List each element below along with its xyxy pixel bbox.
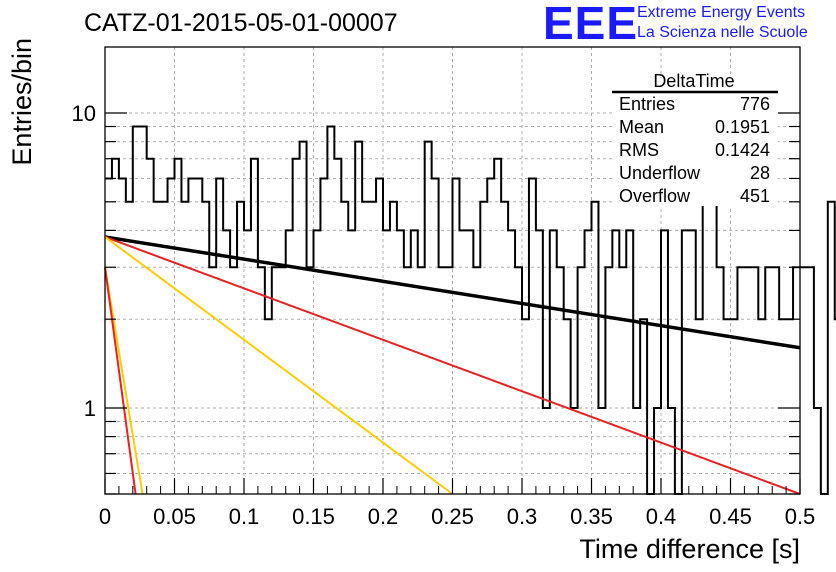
x-tick-label: 0.45 <box>709 504 752 529</box>
x-tick-label: 0.05 <box>153 504 196 529</box>
x-tick-label: 0.2 <box>368 504 399 529</box>
stat-label: Entries <box>619 94 675 114</box>
x-tick-label: 0.25 <box>431 504 474 529</box>
stats-rows: Entries 776 Mean 0.1951 RMS 0.1424 Underflow 28… <box>619 94 770 206</box>
x-tick-label: 0.35 <box>570 504 613 529</box>
stat-value: 28 <box>750 163 770 183</box>
stat-value: 0.1951 <box>715 117 770 137</box>
eee-logo: EEE <box>543 0 639 49</box>
stats-box: DeltaTime Entries 776 Mean 0.1951 RMS 0.1424 U… <box>612 71 778 206</box>
histogram <box>105 125 836 495</box>
eee-logo-line2: La Scienza nelle Scuole <box>637 24 808 41</box>
axis-ticks <box>104 112 801 495</box>
stat-label: Overflow <box>619 186 691 206</box>
stat-label: Underflow <box>619 163 701 183</box>
y-tick-label: 10 <box>72 101 96 126</box>
x-tick-labels: 0 0.05 0.1 0.15 0.2 0.25 0.3 0.35 0.4 0.45 0.5 <box>99 504 815 529</box>
x-tick-label: 0.5 <box>785 504 816 529</box>
chart-title: CATZ-01-2015-05-01-00007 <box>84 9 398 37</box>
stats-title: DeltaTime <box>653 71 734 91</box>
fit-line <box>104 236 454 495</box>
x-tick-label: 0.15 <box>292 504 335 529</box>
x-tick-label: 0.3 <box>507 504 538 529</box>
x-tick-label: 0.1 <box>229 504 260 529</box>
stat-label: RMS <box>619 140 659 160</box>
x-tick-label: 0.4 <box>646 504 677 529</box>
fit-line <box>104 267 144 495</box>
y-tick-labels: 1 10 <box>72 101 96 421</box>
eee-logo-line1: Extreme Energy Events <box>637 4 806 21</box>
fit-line <box>104 235 801 350</box>
histogram-steps <box>105 125 836 495</box>
y-tick-label: 1 <box>84 396 96 421</box>
y-axis-label: Entries/bin <box>7 38 37 166</box>
fit-lines <box>104 235 801 495</box>
x-axis-label: Time difference [s] <box>579 534 800 564</box>
fit-line <box>104 267 137 495</box>
stat-value: 451 <box>740 186 770 206</box>
x-tick-label: 0 <box>99 504 111 529</box>
fit-line <box>104 236 801 495</box>
stat-value: 0.1424 <box>715 140 770 160</box>
stat-value: 776 <box>740 94 770 114</box>
stat-label: Mean <box>619 117 664 137</box>
